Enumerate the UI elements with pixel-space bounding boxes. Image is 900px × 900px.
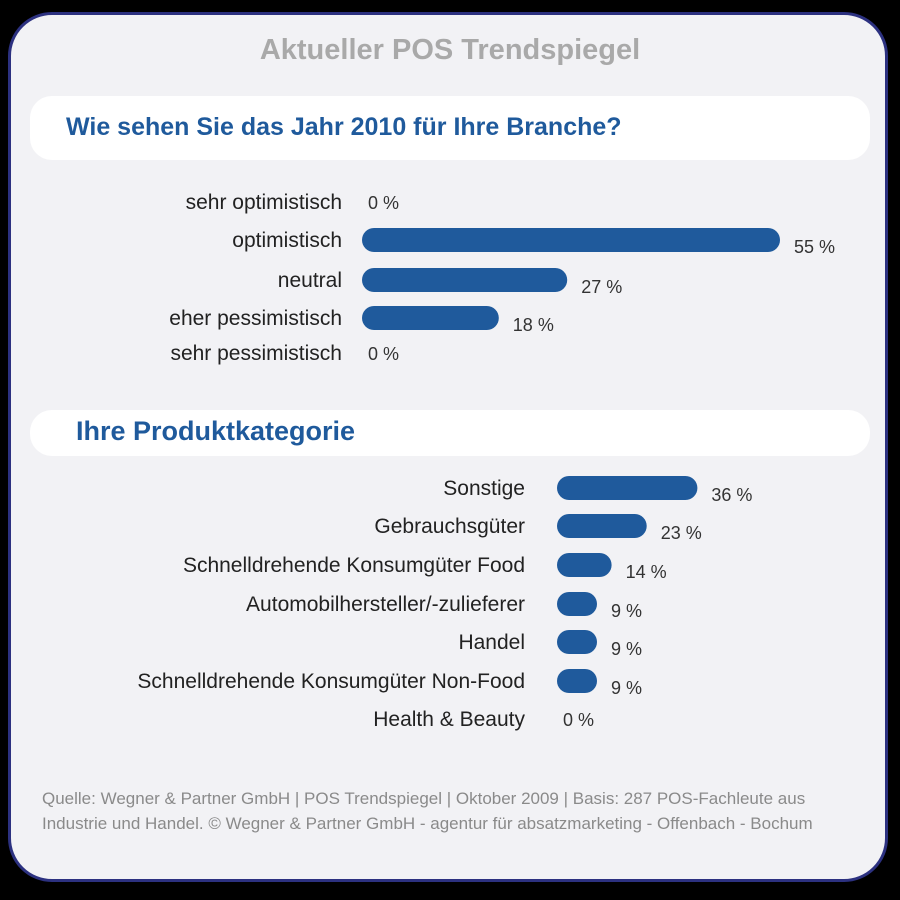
value-label: 0 % [368, 193, 399, 213]
bar [557, 630, 597, 654]
value-label: 0 % [563, 710, 594, 730]
category-label: Health & Beauty [373, 708, 525, 731]
value-label: 9 % [611, 639, 642, 659]
bar [557, 514, 647, 538]
category-label: Sonstige [443, 477, 525, 500]
category-label: Gebrauchsgüter [374, 515, 525, 538]
bar [557, 669, 597, 693]
value-label: 14 % [626, 562, 667, 582]
bar [557, 476, 698, 500]
bar [557, 592, 597, 616]
value-label: 27 % [581, 277, 622, 297]
value-label: 55 % [794, 237, 835, 257]
chart2-header: Ihre Produktkategorie [30, 410, 870, 456]
infographic-title: Aktueller POS Trendspiegel [259, 34, 641, 66]
category-label: Schnelldrehende Konsumgüter Non-Food [137, 670, 525, 693]
value-label: 23 % [661, 523, 702, 543]
bar [557, 553, 612, 577]
chart2-title: Ihre Produktkategorie [76, 416, 356, 446]
category-label: Handel [458, 631, 525, 654]
category-label: sehr optimistisch [186, 191, 342, 214]
value-label: 36 % [711, 485, 752, 505]
bar [362, 268, 568, 292]
chart1-title: Wie sehen Sie das Jahr 2010 für Ihre Bra… [66, 113, 622, 141]
category-label: eher pessimistisch [169, 307, 342, 330]
value-label: 9 % [611, 601, 642, 621]
chart1-header: Wie sehen Sie das Jahr 2010 für Ihre Bra… [30, 96, 870, 160]
category-label: neutral [278, 269, 342, 292]
category-label: Schnelldrehende Konsumgüter Food [183, 554, 525, 577]
value-label: 18 % [513, 315, 554, 335]
source-footer: Quelle: Wegner & Partner GmbH | POS Tren… [42, 789, 813, 833]
value-label: 9 % [611, 678, 642, 698]
category-label: optimistisch [232, 229, 342, 252]
bar [362, 306, 499, 330]
category-label: sehr pessimistisch [170, 342, 342, 365]
value-label: 0 % [368, 344, 399, 364]
bar [362, 228, 780, 252]
category-label: Automobilhersteller/-zulieferer [246, 593, 525, 616]
